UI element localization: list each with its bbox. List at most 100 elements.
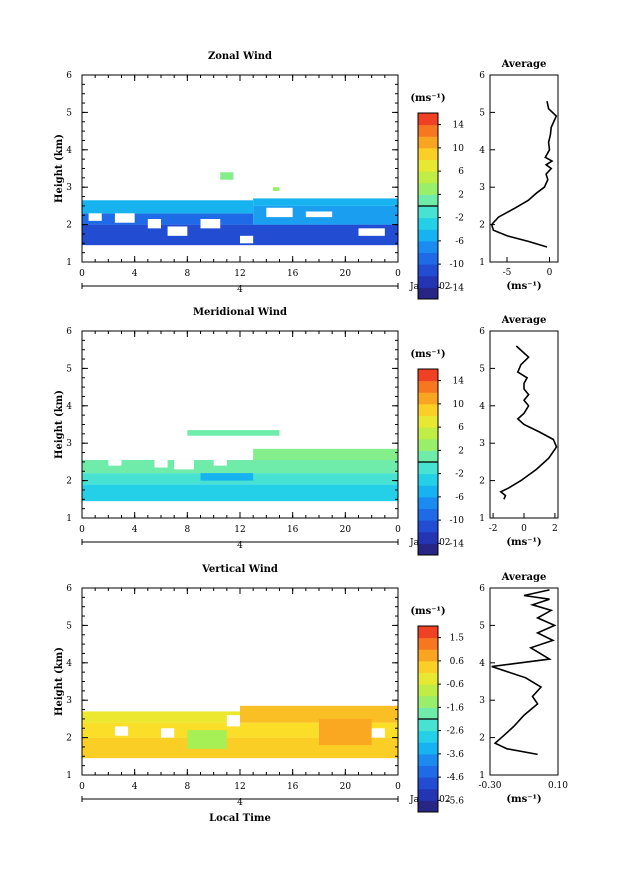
colorbar-segment (418, 753, 438, 766)
x-tick-label: 4 (132, 782, 138, 792)
colorbar-segment (418, 287, 438, 300)
chart-title: Meridional Wind (193, 307, 287, 318)
date-label: 4 (237, 285, 243, 295)
colorbar-segment (418, 136, 438, 149)
y-axis-label: Height (km) (54, 134, 65, 203)
colorbar-tick-label: 0.6 (450, 657, 465, 667)
y-tick-label: 3 (66, 439, 72, 449)
average-y-tick-label: 1 (479, 771, 485, 781)
x-tick-label: 8 (184, 269, 190, 279)
average-title: Average (501, 315, 547, 326)
colorbar-segment (418, 159, 438, 172)
colorbar-segment (418, 415, 438, 428)
heatmap-cell (187, 430, 280, 436)
y-tick-label: 6 (66, 327, 72, 337)
data-gap (108, 460, 122, 466)
average-y-tick-label: 3 (479, 696, 485, 706)
colorbar-segment (418, 182, 438, 195)
y-tick-label: 4 (66, 402, 72, 412)
date-label: 4 (237, 541, 243, 551)
heatmap-cell (253, 448, 398, 461)
average-y-tick-label: 4 (479, 659, 485, 669)
colorbar-label: (ms⁻¹) (410, 606, 445, 617)
colorbar-segment (418, 194, 438, 207)
average-title: Average (501, 59, 547, 70)
colorbar-segment (418, 626, 438, 639)
average-profile-line (490, 101, 558, 248)
colorbar-segment (418, 684, 438, 697)
average-y-tick-label: 6 (479, 584, 485, 594)
heatmap-cell (319, 718, 372, 746)
colorbar-segment (418, 206, 438, 219)
y-tick-label: 5 (66, 364, 72, 374)
x-tick-label: 16 (287, 782, 299, 792)
data-gap (240, 235, 254, 244)
y-tick-label: 5 (66, 621, 72, 631)
x-tick-label: 12 (234, 269, 245, 279)
x-tick-label: 16 (287, 269, 299, 279)
data-gap (266, 207, 293, 218)
colorbar-segment (418, 462, 438, 475)
colorbar-tick-label: 10 (453, 400, 465, 410)
colorbar-segment (418, 719, 438, 732)
colorbar-tick-label: 1.5 (450, 634, 465, 644)
average-y-tick-label: 5 (479, 364, 485, 374)
data-gap (305, 211, 333, 218)
colorbar-tick-label: 14 (453, 121, 465, 131)
colorbar-segment (418, 496, 438, 509)
x-tick-label: 16 (287, 525, 299, 535)
x-tick-label: 0 (79, 782, 85, 792)
colorbar-tick-label: 10 (453, 144, 465, 154)
colorbar-tick-label: -10 (450, 516, 465, 526)
y-tick-label: 2 (66, 221, 72, 231)
data-gap (226, 715, 240, 727)
colorbar-tick-label: -2 (455, 214, 464, 224)
heatmap-cell (82, 484, 398, 502)
data-gap (147, 218, 161, 229)
x-tick-label: 20 (340, 782, 352, 792)
average-frame (489, 587, 559, 776)
colorbar-segment (418, 438, 438, 451)
heatmap-cell (220, 172, 234, 180)
data-gap (200, 218, 221, 229)
x-tick-label: 0 (395, 269, 401, 279)
colorbar-tick-label: -1.6 (447, 703, 465, 713)
colorbar-segment (418, 252, 438, 265)
colorbar-tick-label: -3.6 (447, 750, 465, 760)
colorbar-segment (418, 275, 438, 288)
colorbar-segment (418, 450, 438, 463)
average-profile-line (491, 589, 557, 756)
colorbar-tick-label: 6 (458, 167, 464, 177)
colorbar-segment (418, 695, 438, 708)
data-gap (167, 226, 188, 236)
average-x-tick-label: -5 (503, 268, 512, 278)
average-y-tick-label: 2 (479, 477, 485, 487)
colorbar-segment (418, 800, 438, 813)
colorbar-segment (418, 369, 438, 382)
average-x-tick-label: 0.10 (548, 781, 568, 791)
heatmap-cell (82, 460, 398, 474)
colorbar-segment (418, 649, 438, 662)
colorbar-segment (418, 543, 438, 556)
average-y-tick-label: 3 (479, 439, 485, 449)
colorbar-label: (ms⁻¹) (410, 93, 445, 104)
heatmap-cell (82, 711, 240, 723)
y-tick-label: 3 (66, 696, 72, 706)
average-y-tick-label: 3 (479, 183, 485, 193)
colorbar-segment (418, 660, 438, 673)
colorbar-segment (418, 531, 438, 544)
average-y-tick-label: 5 (479, 621, 485, 631)
average-x-tick-label: -0.30 (478, 781, 501, 791)
date-label: 4 (237, 798, 243, 808)
heatmap-cell (272, 187, 280, 191)
y-tick-label: 5 (66, 108, 72, 118)
average-x-tick-label: -2 (489, 524, 498, 534)
average-y-tick-label: 4 (479, 402, 485, 412)
colorbar-segment (418, 765, 438, 778)
average-x-tick-label: 2 (552, 524, 558, 534)
average-x-label: (ms⁻¹) (506, 537, 541, 548)
colorbar-segment (418, 730, 438, 743)
average-y-tick-label: 1 (479, 514, 485, 524)
colorbar-segment (418, 217, 438, 230)
